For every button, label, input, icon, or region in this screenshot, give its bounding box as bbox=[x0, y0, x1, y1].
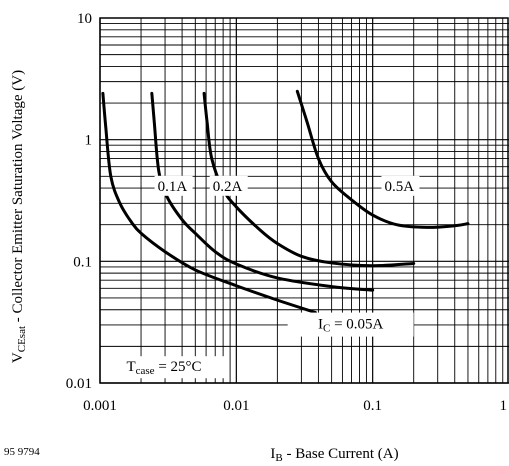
series-label-bg bbox=[209, 175, 248, 196]
ylabel-sub: CEsat bbox=[16, 326, 28, 352]
svg-text:IC = 0.05A: IC = 0.05A bbox=[318, 317, 384, 335]
condition-sub: case bbox=[136, 365, 155, 377]
condition-rest: = 25°C bbox=[155, 359, 202, 375]
condition-annotation: Tcase = 25°C bbox=[102, 356, 226, 379]
ylabel-main: V bbox=[10, 352, 26, 363]
condition-main: T bbox=[126, 359, 135, 375]
curves bbox=[101, 89, 470, 314]
series-label-bg bbox=[381, 175, 420, 196]
y-tick-labels: 0.01 0.1 1 10 bbox=[66, 11, 92, 392]
figure-id: 95 9794 bbox=[4, 446, 40, 458]
ylabel-rest: - Collector Emitter Saturation Voltage (… bbox=[10, 70, 26, 326]
series-curve-0.2A bbox=[202, 91, 416, 268]
x-tick-label: 0.01 bbox=[223, 398, 249, 414]
x-tick-label: 0.001 bbox=[83, 398, 117, 414]
xlabel-sub: B bbox=[275, 452, 282, 464]
ic-rest: = 0.05A bbox=[330, 317, 383, 333]
series-label-0.5A: 0.5A bbox=[384, 179, 414, 195]
ic-annotation: IC = 0.05A bbox=[287, 312, 414, 337]
x-tick-label: 1 bbox=[500, 398, 508, 414]
y-tick-label: 1 bbox=[85, 133, 93, 149]
svg-text:Tcase = 25°C: Tcase = 25°C bbox=[126, 359, 201, 377]
y-axis-label: VCEsat - Collector Emitter Saturation Vo… bbox=[10, 70, 28, 363]
curve-labels: 0.1A 0.2A 0.5A bbox=[154, 175, 420, 196]
series-curve-0.1A bbox=[150, 91, 375, 292]
x-axis-label: IB - Base Current (A) bbox=[270, 446, 398, 464]
y-tick-label: 0.1 bbox=[73, 254, 92, 270]
series-label-0.2A: 0.2A bbox=[213, 179, 243, 195]
xlabel-main: I bbox=[270, 446, 275, 462]
plot-frame bbox=[99, 17, 509, 384]
xlabel-rest: - Base Current (A) bbox=[283, 446, 399, 462]
y-tick-label: 10 bbox=[77, 11, 92, 27]
ic-sub: C bbox=[323, 323, 330, 335]
y-tick-label: 0.01 bbox=[66, 376, 92, 392]
series-curve-0.05A bbox=[101, 91, 317, 314]
series-curve-0.5A bbox=[295, 89, 470, 229]
x-tick-label: 0.1 bbox=[363, 398, 382, 414]
series-label-bg bbox=[154, 175, 193, 196]
ic-main: I bbox=[318, 317, 323, 333]
series-label-0.1A: 0.1A bbox=[158, 179, 188, 195]
x-tick-labels: 0.001 0.01 0.1 1 bbox=[83, 398, 507, 414]
